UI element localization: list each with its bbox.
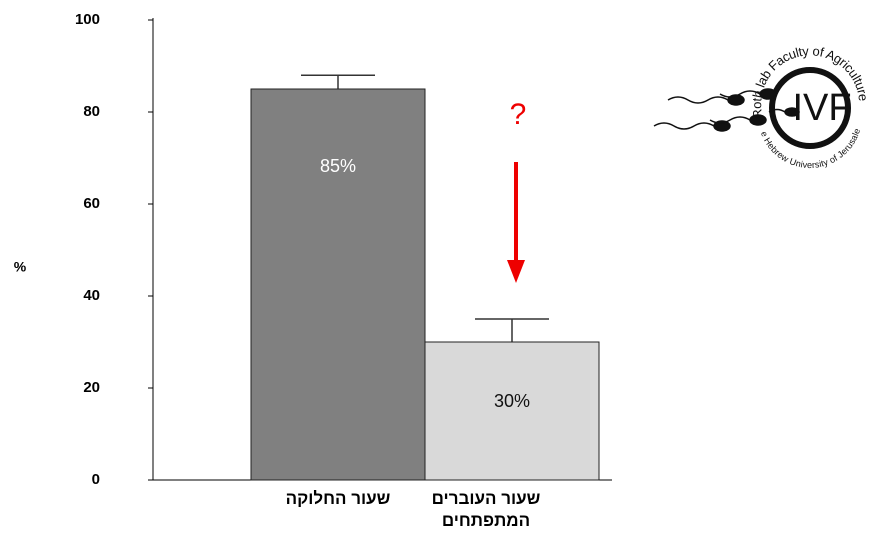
- logo: IVF Roth lab Faculty of Agriculture The …: [0, 0, 871, 170]
- logo-bottom-text: The Hebrew University of Jerusalem: [0, 0, 862, 170]
- bar: [425, 342, 599, 480]
- y-tick-label: 60: [83, 195, 100, 212]
- annotation: ?: [510, 98, 527, 131]
- logo-bottom-path: The Hebrew University of Jerusalem: [0, 0, 862, 170]
- page: % ? IVF Roth lab Faculty of Agriculture …: [0, 0, 894, 534]
- y-tick-label: 100: [75, 11, 100, 28]
- y-tick-label: 20: [83, 379, 100, 396]
- value-label: 85%: [320, 156, 356, 176]
- y-tick-label: 0: [92, 471, 100, 488]
- logo-title: IVF: [792, 87, 851, 129]
- y-tick-label: 80: [83, 103, 100, 120]
- x-tick-label: שעור החלוקה: [251, 488, 425, 510]
- value-label: 30%: [494, 391, 530, 411]
- arrow-head: [507, 260, 525, 283]
- y-tick-label: 40: [83, 287, 100, 304]
- chart: % ? IVF Roth lab Faculty of Agriculture …: [0, 0, 894, 534]
- bar: [251, 89, 425, 480]
- x-tick-label: שעור העוברים המתפתחים: [411, 488, 561, 532]
- y-axis-label: %: [14, 259, 27, 275]
